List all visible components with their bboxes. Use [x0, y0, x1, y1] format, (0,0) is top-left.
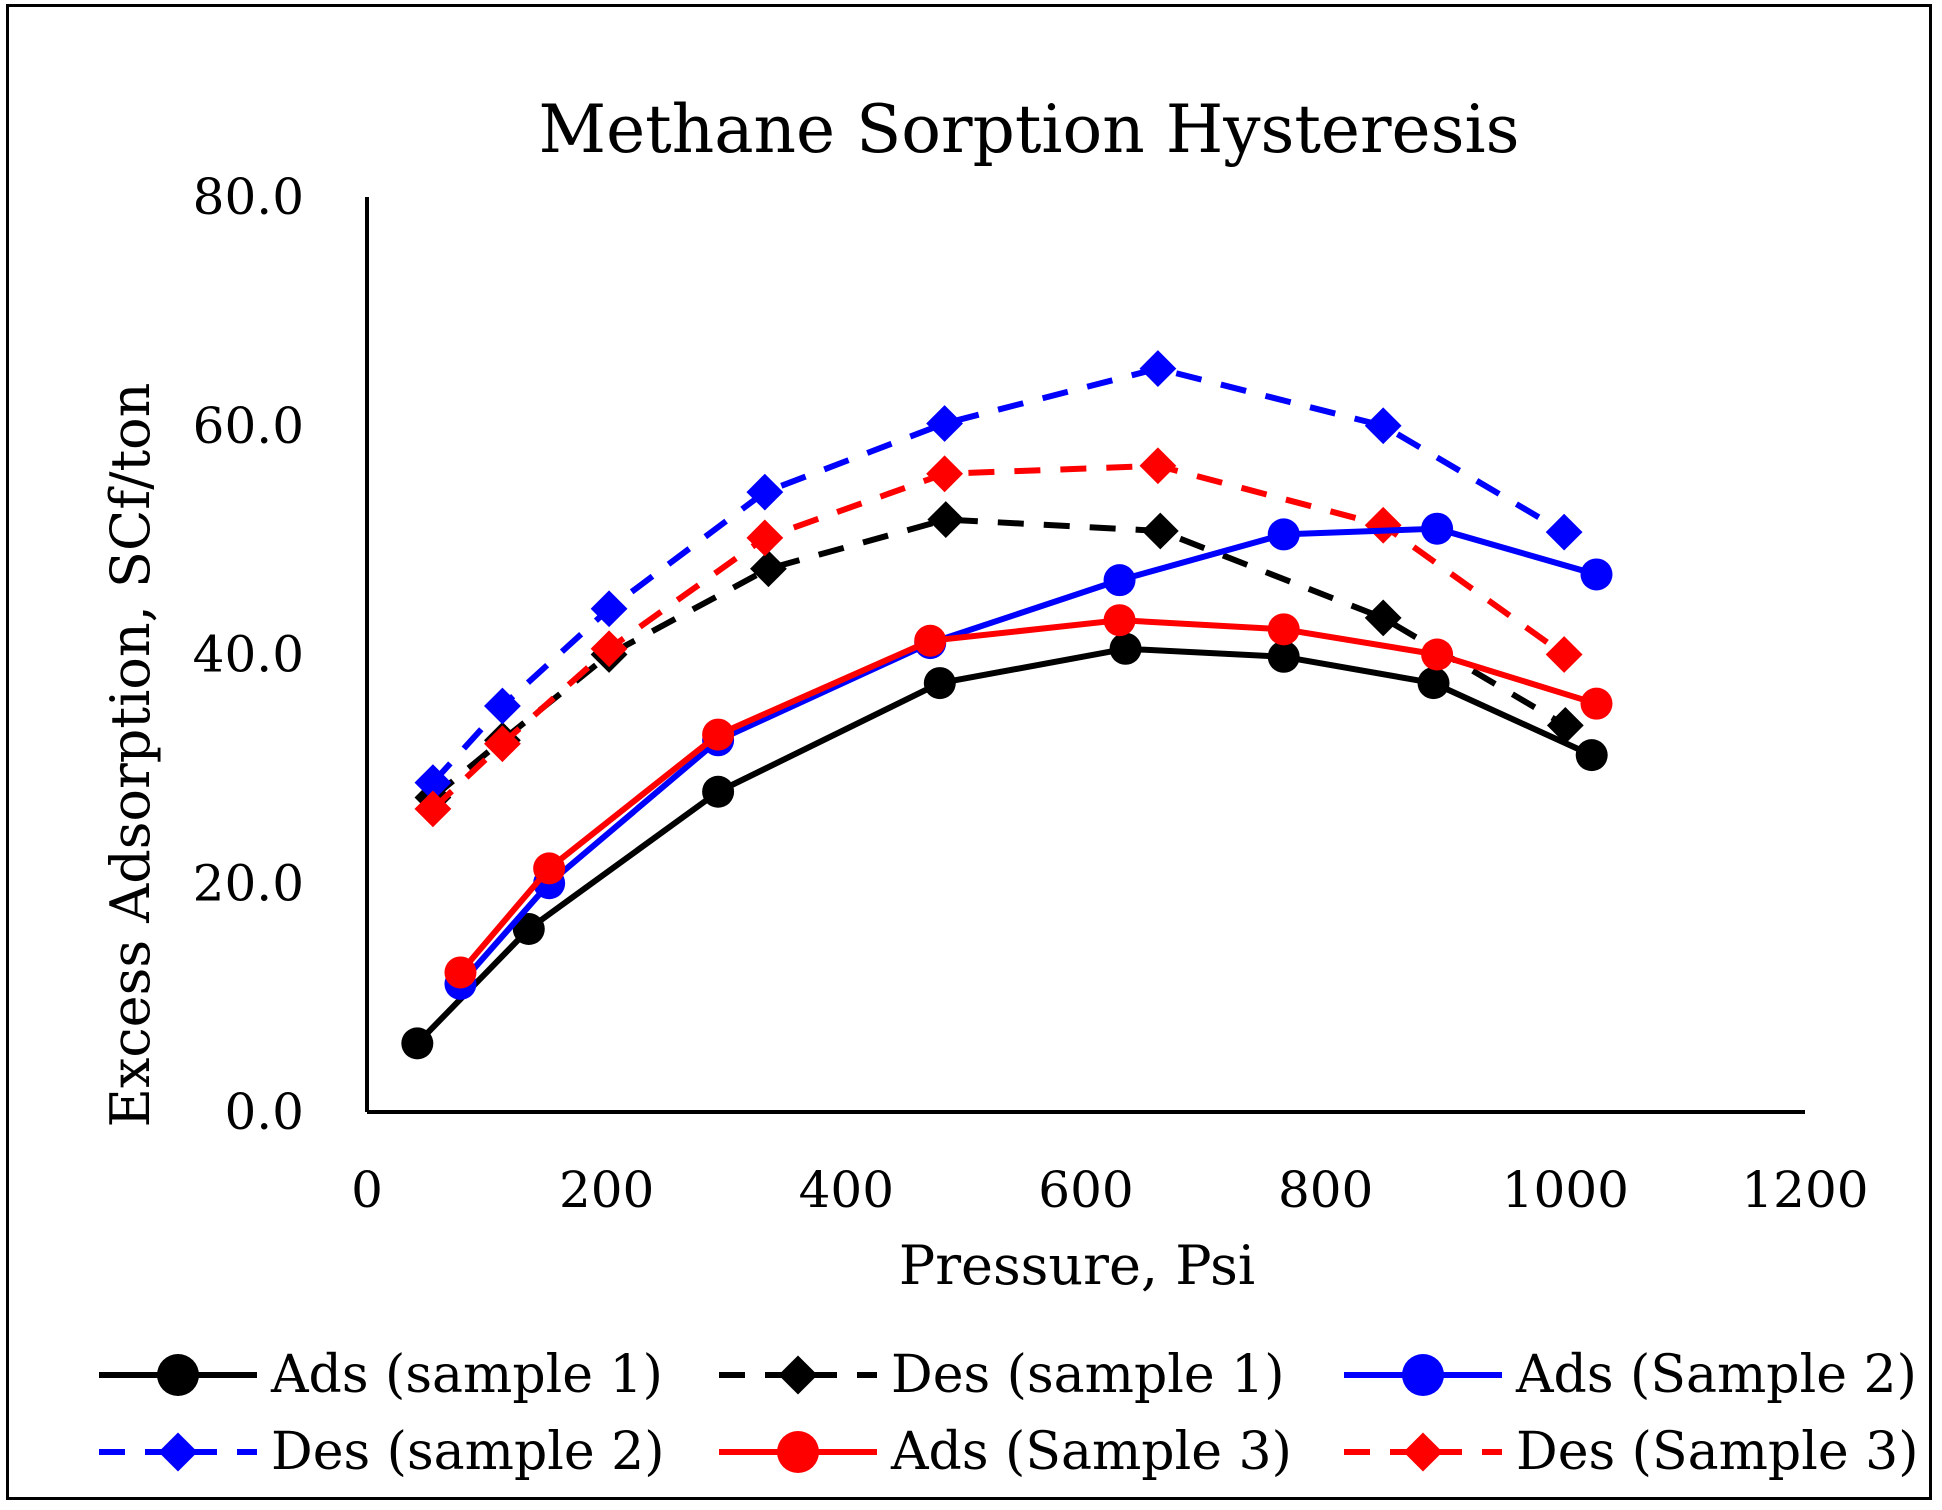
- data-point-diamond: [926, 405, 963, 442]
- data-point-diamond: [1364, 407, 1402, 445]
- series-des-sample-1: [414, 501, 1584, 816]
- data-point-diamond: [1141, 512, 1179, 550]
- data-point-diamond: [1364, 506, 1402, 544]
- legend-swatch-marker: [1403, 1432, 1443, 1472]
- x-tick-label: 400: [799, 1161, 894, 1219]
- data-point-diamond: [746, 473, 784, 511]
- data-point-circle: [1580, 558, 1613, 591]
- legend-item-ads-sample-1: Ads (sample 1): [99, 1345, 663, 1405]
- x-tick-label: 200: [559, 1161, 654, 1219]
- y-axis-label: Excess Adsorption, SCf/ton: [99, 383, 162, 1128]
- data-point-circle: [401, 1027, 434, 1060]
- series-line: [415, 645, 1593, 1046]
- legend-item-des-sample-2: Des (sample 2): [99, 1422, 665, 1482]
- data-point-diamond: [1545, 513, 1583, 551]
- data-point-circle: [1109, 632, 1142, 665]
- data-point-diamond: [414, 790, 452, 828]
- series-line: [458, 617, 1598, 975]
- data-point-diamond: [414, 764, 452, 801]
- series-des-sample-2: [414, 350, 1583, 801]
- data-point-circle: [1421, 638, 1454, 671]
- series-line: [430, 462, 1566, 812]
- legend-label: Ads (Sample 3): [890, 1422, 1292, 1482]
- data-point-circle: [1267, 613, 1300, 646]
- series-line: [431, 516, 1567, 800]
- x-tick-label: 0: [351, 1161, 383, 1219]
- data-point-diamond: [484, 725, 521, 763]
- series-ads-sample-3: [444, 604, 1613, 989]
- y-tick-label: 0.0: [224, 1083, 304, 1141]
- chart-title: Methane Sorption Hysteresis: [539, 91, 1520, 168]
- data-point-circle: [702, 775, 735, 808]
- data-point-diamond: [926, 455, 963, 493]
- series-ads-sample-2: [444, 512, 1613, 1000]
- data-point-circle: [512, 913, 545, 945]
- legend-item-ads-sample-2: Ads (Sample 2): [1344, 1345, 1917, 1405]
- data-point-diamond: [1139, 447, 1177, 485]
- legend-label: Des (Sample 3): [1516, 1422, 1919, 1482]
- y-tick-label: 60.0: [193, 397, 304, 455]
- x-tick-label: 600: [1038, 1161, 1133, 1219]
- data-point-diamond: [1546, 707, 1584, 744]
- x-tick-label: 800: [1278, 1161, 1373, 1219]
- series-layer: [401, 350, 1613, 1060]
- data-point-circle: [1421, 512, 1454, 545]
- plot-area: [365, 197, 1805, 1114]
- legend-swatch-marker: [1402, 1354, 1444, 1396]
- data-point-circle: [702, 718, 735, 751]
- data-point-diamond: [590, 630, 628, 668]
- data-point-circle: [444, 956, 477, 989]
- legend-swatch-marker: [158, 1432, 198, 1472]
- series-line: [458, 525, 1598, 986]
- data-point-circle: [923, 667, 956, 700]
- legend-swatch-marker: [157, 1354, 199, 1396]
- figure-frame: Methane Sorption Hysteresis 0.0 20.0 40.0 6…: [6, 4, 1932, 1500]
- legend-item-ads-sample-3: Ads (Sample 3): [719, 1422, 1292, 1482]
- x-tick-label: 1200: [1741, 1161, 1868, 1219]
- data-point-diamond: [1139, 350, 1177, 387]
- data-point-circle: [1575, 739, 1608, 772]
- legend-swatch-marker: [777, 1431, 819, 1473]
- data-point-diamond: [590, 590, 628, 628]
- data-point-circle: [1267, 640, 1300, 673]
- y-tick-label: 40.0: [193, 626, 304, 684]
- data-point-diamond: [746, 519, 784, 557]
- data-point-diamond: [1364, 599, 1402, 637]
- data-point-circle: [1580, 687, 1613, 720]
- data-point-circle: [1417, 667, 1450, 700]
- data-point-diamond: [1545, 636, 1583, 673]
- legend: Ads (sample 1) Des (sample 1) Ads (Sample …: [99, 1345, 1919, 1482]
- legend-item-des-sample-1: Des (sample 1): [719, 1345, 1285, 1405]
- data-point-circle: [1103, 564, 1136, 597]
- y-tick-label: 80.0: [193, 168, 304, 226]
- data-point-circle: [1267, 518, 1300, 551]
- chart-svg: Methane Sorption Hysteresis 0.0 20.0 40.0 6…: [99, 91, 1919, 1482]
- x-axis-label: Pressure, Psi: [899, 1234, 1255, 1297]
- series-des-sample-3: [414, 447, 1583, 828]
- x-tick-labels: 0 200 400 600 800 1000 1200: [351, 1161, 1869, 1219]
- data-point-diamond: [484, 687, 521, 725]
- data-point-circle: [1103, 604, 1136, 637]
- legend-item-des-sample-3: Des (Sample 3): [1344, 1422, 1919, 1482]
- legend-swatch-marker: [778, 1355, 818, 1395]
- series-ads-sample-1: [401, 632, 1608, 1060]
- x-tick-label: 1000: [1502, 1161, 1629, 1219]
- y-tick-label: 20.0: [193, 854, 304, 912]
- legend-label: Des (sample 2): [271, 1422, 665, 1482]
- legend-label: Des (sample 1): [891, 1345, 1285, 1405]
- data-point-diamond: [750, 550, 787, 588]
- legend-label: Ads (Sample 2): [1515, 1345, 1917, 1405]
- data-point-circle: [914, 624, 947, 657]
- legend-label: Ads (sample 1): [270, 1345, 663, 1405]
- y-tick-labels: 0.0 20.0 40.0 60.0 80.0: [193, 168, 304, 1141]
- data-point-diamond: [927, 501, 965, 538]
- data-point-circle: [533, 852, 566, 885]
